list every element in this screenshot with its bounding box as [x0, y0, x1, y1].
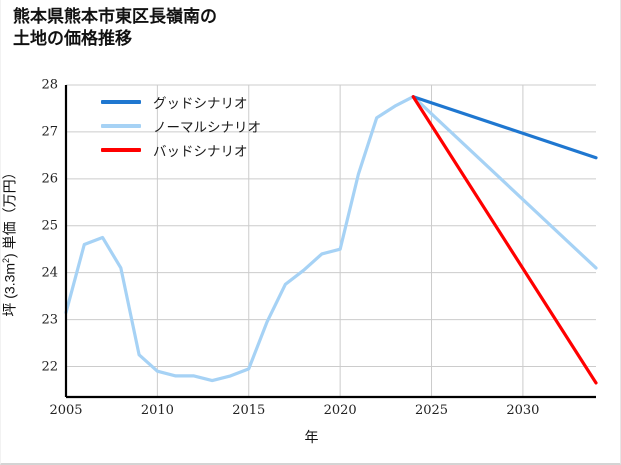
- legend-item-label: バッドシナリオ: [153, 144, 248, 160]
- y-axis-label-superscript: 2: [1, 257, 11, 263]
- y-axis-label-text: 坪 (3.3m: [1, 262, 18, 317]
- plot-area: 22 23 24 25 26 27 28 2005 2010 2015 2020 2025 2030: [41, 78, 598, 418]
- y-axis-tick-label: 26: [41, 171, 58, 187]
- legend-color-swatch: [101, 124, 141, 128]
- y-axis-label-suffix: ) 単価（万円）: [1, 165, 18, 258]
- y-axis-tick-label: 25: [41, 218, 58, 234]
- y-axis-tick-label: 24: [41, 265, 58, 281]
- series-line: [411, 95, 598, 160]
- legend-item[interactable]: グッドシナリオ: [101, 94, 261, 112]
- x-axis-tick-label: 2030: [506, 403, 540, 418]
- chart-title: 熊本県熊本市東区長嶺南の 土地の価格推移: [13, 7, 217, 49]
- y-axis-tick-label: 27: [41, 124, 58, 140]
- x-axis-tick-label: 2025: [414, 403, 449, 418]
- x-axis-label: 年: [304, 429, 319, 445]
- gridlines: [65, 84, 596, 397]
- series-line: [64, 95, 598, 383]
- data-series-group: [64, 95, 598, 385]
- series-line: [411, 95, 598, 385]
- chart-legend: グッドシナリオ ノーマルシナリオ バッドシナリオ: [101, 94, 261, 160]
- x-axis-tick-label: 2020: [323, 403, 357, 418]
- legend-color-swatch: [101, 100, 141, 104]
- legend-item-label: グッドシナリオ: [153, 96, 248, 112]
- x-axis-tick-label: 2015: [232, 403, 266, 418]
- y-axis-tick-label: 23: [41, 312, 58, 328]
- plot-svg: [64, 84, 598, 399]
- y-axis-label: 坪 (3.3m2) 単価（万円）: [0, 85, 18, 397]
- legend-item[interactable]: ノーマルシナリオ: [101, 118, 261, 136]
- legend-item[interactable]: バッドシナリオ: [101, 142, 261, 160]
- y-axis-tick-label: 22: [41, 359, 58, 374]
- x-axis-tick-label: 2005: [49, 403, 83, 418]
- legend-color-swatch: [101, 148, 141, 152]
- x-axis-tick-label: 2010: [140, 403, 174, 418]
- y-axis-tick-label: 28: [41, 77, 58, 93]
- legend-item-label: ノーマルシナリオ: [153, 120, 261, 136]
